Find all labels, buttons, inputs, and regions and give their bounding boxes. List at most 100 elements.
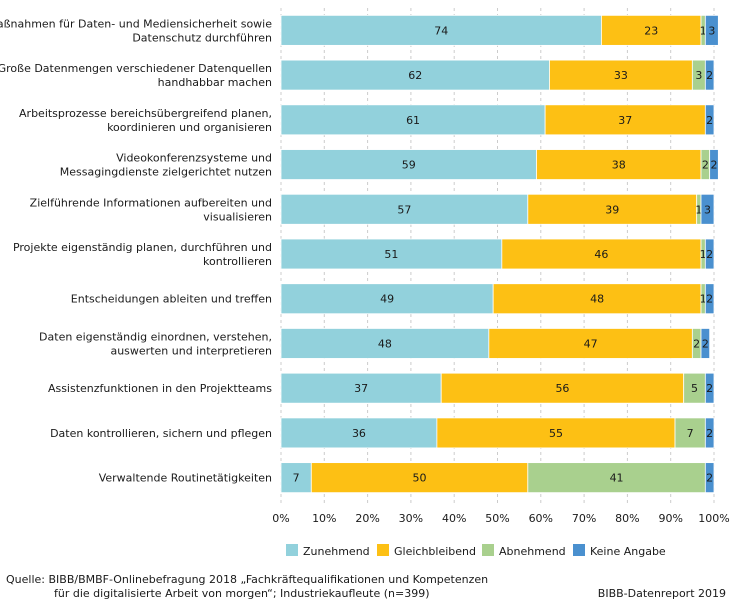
bar-segment-keine-angabe xyxy=(709,149,719,180)
data-label: 37 xyxy=(618,114,632,127)
category-label: Videokonferenzsysteme und Messagingdienst… xyxy=(60,152,272,179)
category-label: Arbeitsprozesse bereichsübergreifend pla… xyxy=(19,107,272,134)
data-label: 1 xyxy=(700,248,707,261)
bar-segment-zunehmend xyxy=(280,149,537,180)
legend-label: Keine Angabe xyxy=(590,545,666,558)
bar-segment-gleichbleibend xyxy=(310,462,529,494)
category-label: Zielführende Informationen aufbereiten u… xyxy=(30,196,272,223)
category-label: Daten kontrollieren, sichern und pflegen xyxy=(50,427,272,440)
bar-segment-gleichbleibend xyxy=(527,193,698,225)
data-label: 57 xyxy=(397,203,411,216)
bar-segment-keine-angabe xyxy=(704,238,715,270)
source-line-1: Quelle: BIBB/BMBF-Onlinebefragung 2018 „… xyxy=(6,573,489,586)
bar-segment-keine-angabe xyxy=(700,328,711,359)
legend-label: Gleichbleibend xyxy=(394,545,476,558)
category-label: Entscheidungen ableiten und treffen xyxy=(71,293,272,306)
data-label: 51 xyxy=(384,248,398,261)
bar-segment-zunehmend xyxy=(280,14,602,46)
x-tick-label: 70% xyxy=(572,512,596,525)
bar-segment-zunehmend xyxy=(280,59,550,91)
data-label: 50 xyxy=(413,472,427,485)
category-label: Maßnahmen für Daten- und Mediensicherhei… xyxy=(0,17,272,44)
source-line-2: für die digitalisierte Arbeit von morgen… xyxy=(54,587,430,600)
data-label: 1 xyxy=(700,293,707,306)
legend-swatch xyxy=(573,544,585,556)
data-label: 74 xyxy=(434,24,448,37)
bar-segment-zunehmend xyxy=(280,104,546,136)
bar-segment-gleichbleibend xyxy=(536,149,702,180)
category-label: Große Datenmengen verschiedener Datenque… xyxy=(0,62,272,89)
category-label: Verwaltende Routinetätigkeiten xyxy=(99,472,272,485)
bar-segment-gleichbleibend xyxy=(549,59,693,91)
legend-swatch xyxy=(482,544,494,556)
bar-segment-zunehmend xyxy=(280,417,438,449)
source-note: Quelle: BIBB/BMBF-Onlinebefragung 2018 „… xyxy=(6,573,488,601)
data-label: 2 xyxy=(706,114,713,127)
data-label: 1 xyxy=(695,203,702,216)
x-tick-label: 80% xyxy=(615,512,639,525)
x-tick-label: 10% xyxy=(312,512,336,525)
data-label: 47 xyxy=(584,337,598,350)
bar-segment-zunehmend xyxy=(280,283,494,315)
bar-segment-keine-angabe xyxy=(704,283,715,315)
data-label: 38 xyxy=(612,159,626,172)
x-tick-label: 20% xyxy=(355,512,379,525)
bar-segment-zunehmend xyxy=(280,462,312,494)
data-label: 33 xyxy=(614,69,628,82)
data-label: 3 xyxy=(704,203,711,216)
data-label: 2 xyxy=(702,159,709,172)
x-tick-label: 90% xyxy=(658,512,682,525)
data-label: 2 xyxy=(706,69,713,82)
data-label: 46 xyxy=(594,248,608,261)
bar-segment-gleichbleibend xyxy=(436,417,676,449)
bar-segment-zunehmend xyxy=(280,372,442,404)
x-tick-label: 40% xyxy=(442,512,466,525)
data-label: 56 xyxy=(555,382,569,395)
data-label: 49 xyxy=(380,293,394,306)
data-label: 41 xyxy=(610,472,624,485)
bar-segment-gleichbleibend xyxy=(488,328,693,359)
data-label: 5 xyxy=(691,382,698,395)
bar-segment-keine-angabe xyxy=(704,372,715,404)
x-tick-label: 60% xyxy=(529,512,553,525)
data-label: 39 xyxy=(605,203,619,216)
bar-segment-zunehmend xyxy=(280,193,529,225)
bar-segment-gleichbleibend xyxy=(544,104,706,136)
data-label: 55 xyxy=(549,427,563,440)
data-label: 7 xyxy=(293,472,300,485)
legend-swatch xyxy=(377,544,389,556)
x-tick-label: 0% xyxy=(272,512,289,525)
data-label: 61 xyxy=(406,114,420,127)
data-label: 2 xyxy=(702,337,709,350)
data-label: 2 xyxy=(706,382,713,395)
data-label: 48 xyxy=(590,293,604,306)
data-label: 2 xyxy=(706,472,713,485)
bar-segment-gleichbleibend xyxy=(601,14,702,46)
data-label: 7 xyxy=(687,427,694,440)
data-label: 37 xyxy=(354,382,368,395)
x-tick-label: 50% xyxy=(485,512,509,525)
category-label: Projekte eigenständig planen, durchführe… xyxy=(13,241,272,268)
data-label: 2 xyxy=(711,159,718,172)
data-label: 59 xyxy=(402,159,416,172)
data-label: 2 xyxy=(706,248,713,261)
data-label: 48 xyxy=(378,337,392,350)
bar-segment-keine-angabe xyxy=(704,14,719,46)
report-credit: BIBB-Datenreport 2019 xyxy=(597,587,726,600)
category-label: Daten eigenständig einordnen, verstehen,… xyxy=(39,330,272,357)
data-label: 3 xyxy=(708,24,715,37)
data-label: 2 xyxy=(693,337,700,350)
bar-segment-gleichbleibend xyxy=(440,372,685,404)
data-label: 36 xyxy=(352,427,366,440)
data-label: 62 xyxy=(408,69,422,82)
data-label: 2 xyxy=(706,427,713,440)
x-tick-label: 30% xyxy=(399,512,423,525)
legend-swatch xyxy=(286,544,298,556)
bar-segment-keine-angabe xyxy=(704,417,715,449)
legend-label: Abnehmend xyxy=(499,545,566,558)
bar-segment-keine-angabe xyxy=(704,104,715,136)
data-label: 2 xyxy=(706,293,713,306)
bar-segment-keine-angabe xyxy=(700,193,715,225)
bar-segment-abnehmend xyxy=(674,417,706,449)
